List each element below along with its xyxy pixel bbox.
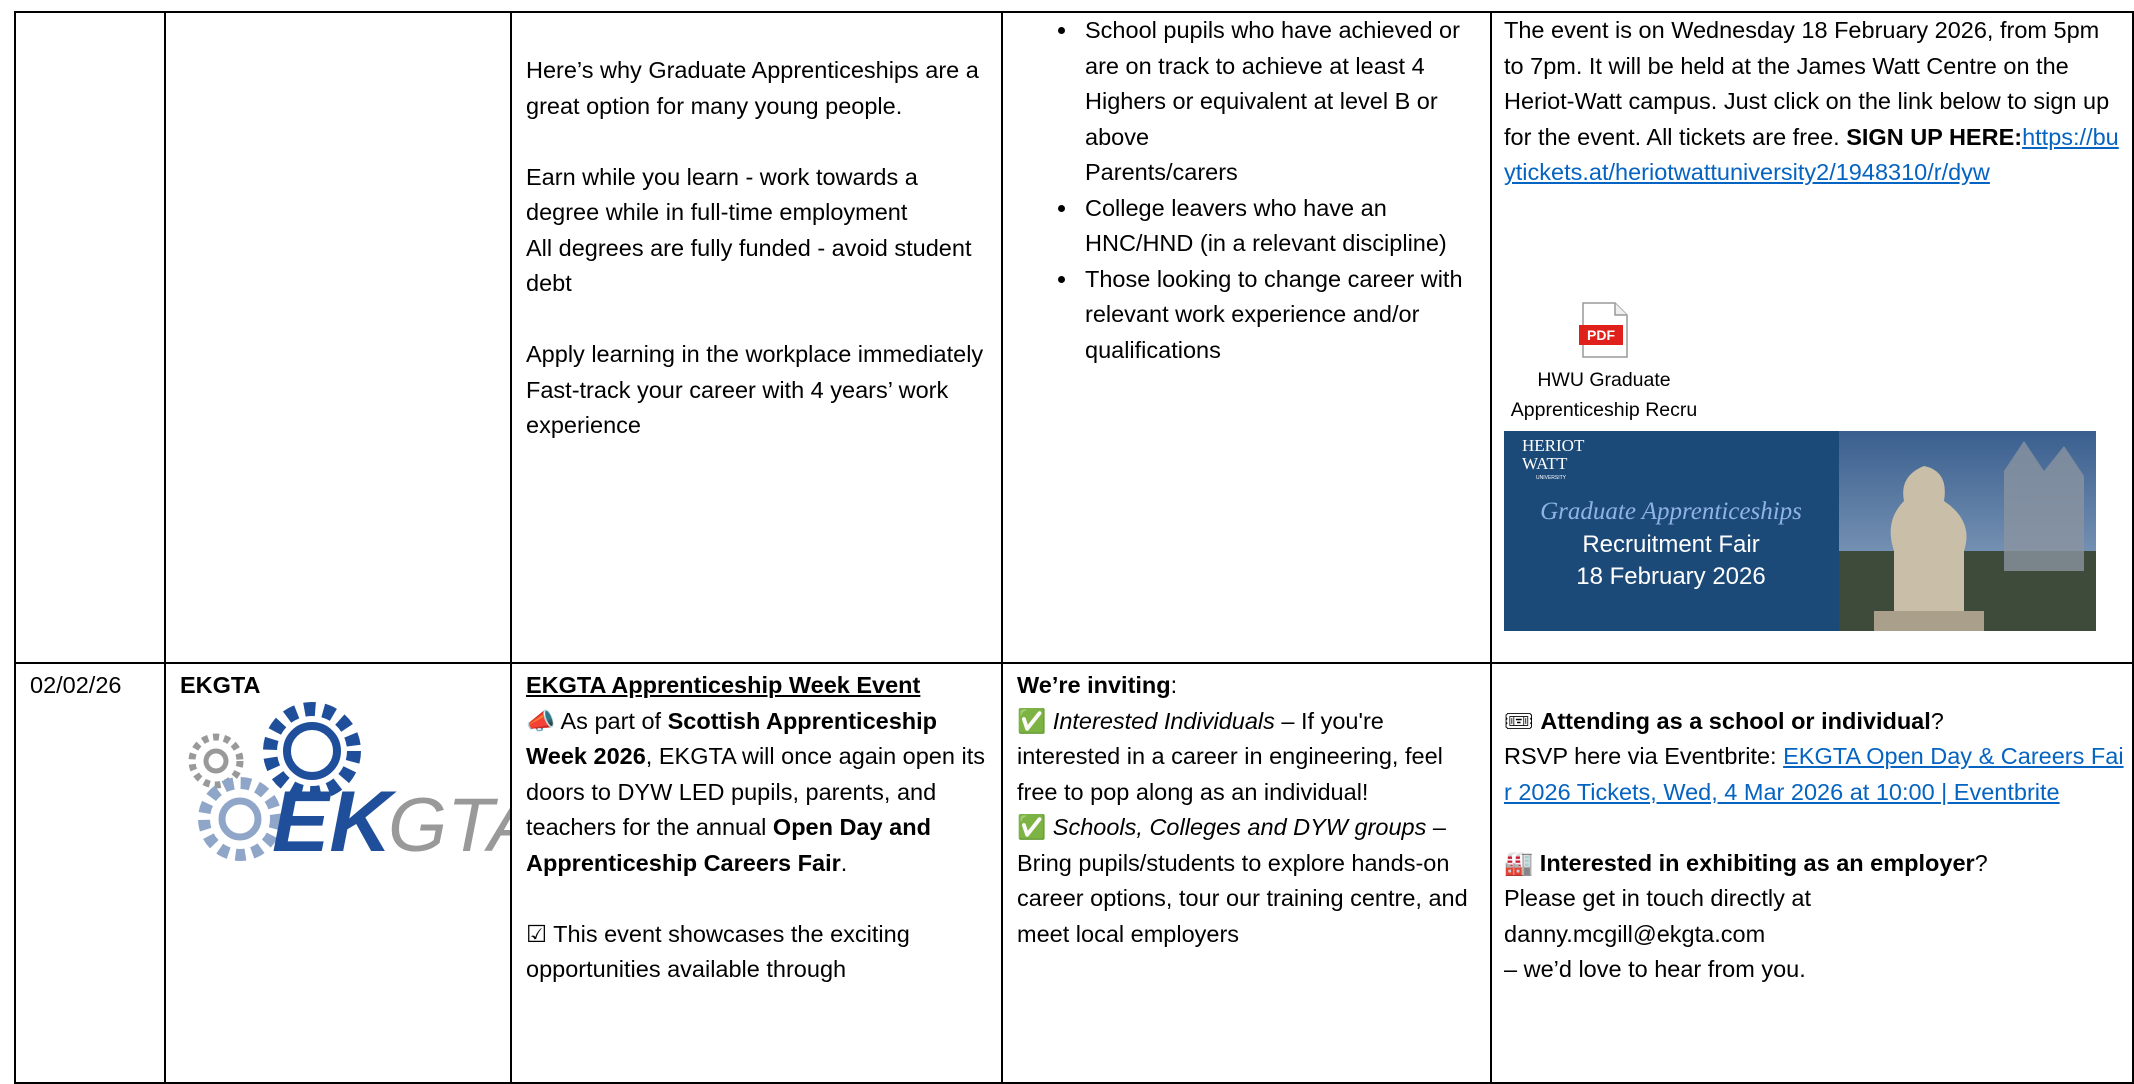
link[interactable]: https://buytickets.at/heriotwattuniversi… <box>1504 123 2119 186</box>
organisation-cell: EKGTA EK GTA <box>166 664 512 1084</box>
text-run: Attending as a school or individual <box>1540 707 1931 734</box>
banner-logo: HERIOT <box>1522 436 1585 455</box>
text-run: danny.mcgill@ekgta.com <box>1504 920 1766 947</box>
banner-date: 18 February 2026 <box>1576 563 1765 590</box>
text-run: SIGN UP HERE: <box>1846 123 2023 150</box>
bullet-text: College leavers who have an HNC/HND (in … <box>1085 194 1447 257</box>
text-run: , EKGTA will once again open its doors t… <box>526 743 985 840</box>
audience-cell: We’re inviting: ✅ Interested Individuals … <box>1003 664 1492 1084</box>
text-run: Interested in exhibiting as an employer <box>1539 849 1975 876</box>
date: 02/02/26 <box>30 672 122 698</box>
text-run: – we’d love to hear from you. <box>1504 956 1806 982</box>
booking-cell: The event is on Wednesday 18 February 20… <box>1492 11 2134 664</box>
paragraph: EKGTA Apprenticeship Week Event <box>526 668 987 704</box>
bullet-item: Those looking to change career with rele… <box>1079 262 1476 369</box>
text-run: We’re inviting <box>1017 672 1171 698</box>
bullet-list: School pupils who have achieved or are o… <box>1017 13 1476 368</box>
text-run: Schools, Colleges and DYW groups <box>1052 814 1427 840</box>
bullet-item: College leavers who have an HNC/HND (in … <box>1079 191 1476 262</box>
text-run: All degrees are fully funded - avoid stu… <box>526 234 972 297</box>
text-run: Here’s why Graduate Apprenticeships are … <box>526 57 979 119</box>
logo-gta: GTA <box>388 783 510 868</box>
paragraph: – we’d love to hear from you. <box>1504 952 2124 988</box>
paragraph: ✅ Schools, Colleges and DYW groups – Bri… <box>1017 810 1482 952</box>
bullet-item: School pupils who have achieved or are o… <box>1079 13 1476 191</box>
paragraph: ✅ Interested Individuals – If you're int… <box>1017 704 1482 811</box>
banner-title: Recruitment Fair <box>1582 531 1759 558</box>
text-run: ? <box>1974 849 1988 876</box>
paragraph: The event is on Wednesday 18 February 20… <box>1504 13 2124 191</box>
page: Here’s why Graduate Apprenticeships are … <box>0 0 2134 1062</box>
logo-ek: EK <box>272 774 397 870</box>
pdf-icon[interactable]: PDF <box>1579 301 1629 359</box>
paragraph: 🎟 Attending as a school or individual? <box>1504 704 2124 740</box>
text-run: 🏭 <box>1504 849 1540 876</box>
banner-tagline: Graduate Apprenticeships <box>1540 498 1802 525</box>
text-run: : <box>1170 672 1178 698</box>
bullet-text: Parents/carers <box>1085 159 1238 185</box>
paragraph: Please get in touch directly at <box>1504 881 2124 917</box>
text-run: Apply learning in the workplace immediat… <box>526 341 984 367</box>
paragraph: 🏭 Interested in exhibiting as an employe… <box>1504 846 2124 882</box>
text-run: EKGTA Apprenticeship Week Event <box>526 672 921 698</box>
paragraph: Fast-track your career with 4 years’ wor… <box>526 373 987 444</box>
pdf-badge: PDF <box>1587 327 1615 343</box>
organisation: EKGTA <box>180 672 261 698</box>
banner-logo: UNIVERSITY <box>1536 475 1567 481</box>
text-run: RSVP here via Eventbrite: <box>1504 743 1784 769</box>
attachment-name[interactable]: HWU Graduate Apprenticeship Recru <box>1510 369 1698 421</box>
bullet-text: School pupils who have achieved or are o… <box>1085 17 1460 150</box>
text-run: Earn while you learn - work towards a de… <box>526 163 918 226</box>
text-run: Please get in touch directly at <box>1504 885 1811 911</box>
text-run: ✅ <box>1017 814 1053 840</box>
date-cell <box>14 11 166 664</box>
paragraph: ☑ This event showcases the exciting oppo… <box>526 917 987 988</box>
text-run: Fast-track your career with 4 years’ wor… <box>526 376 949 439</box>
event-banner: HERIOT WATT UNIVERSITY Graduate Apprenti… <box>1504 431 2096 631</box>
details-cell: Here’s why Graduate Apprenticeships are … <box>512 11 1003 664</box>
text-run: Interested Individuals <box>1052 707 1275 734</box>
text-run: Scottish Apprenticeship Week 2026 <box>526 707 938 770</box>
text-run: Open Day and Apprenticeship Careers Fair <box>526 814 931 876</box>
text-run: 📣 As part of <box>526 707 668 734</box>
paragraph: Earn while you learn - work towards a de… <box>526 160 987 231</box>
banner-logo: WATT <box>1522 454 1568 473</box>
text-run: – If you're interested in a career in en… <box>1017 707 1443 805</box>
paragraph: 📣 As part of Scottish Apprenticeship Wee… <box>526 704 987 882</box>
paragraph: All degrees are fully funded - avoid stu… <box>526 231 987 302</box>
text-run: – Bring pupils/students to explore hands… <box>1017 814 1468 947</box>
ekgta-logo: EK GTA <box>188 702 510 870</box>
paragraph: Apply learning in the workplace immediat… <box>526 337 987 373</box>
paragraph: RSVP here via Eventbrite: EKGTA Open Day… <box>1504 739 2124 810</box>
text-run: . <box>840 849 848 876</box>
text-run: ☑ This event showcases the exciting oppo… <box>526 920 910 983</box>
booking-cell: 🎟 Attending as a school or individual? RS… <box>1492 664 2134 1084</box>
bullet-text: Those looking to change career with rele… <box>1085 265 1463 363</box>
booking-text: The event is on Wednesday 18 February 20… <box>1504 13 2124 191</box>
text-run: ? <box>1930 707 1944 734</box>
date-cell: 02/02/26 <box>14 664 166 1084</box>
pdf-icon-graphic: PDF <box>1579 302 1628 358</box>
organisation-cell <box>166 11 512 664</box>
audience-cell: School pupils who have achieved or are o… <box>1003 11 1492 664</box>
link[interactable]: EKGTA Open Day & Careers Fair 2026 Ticke… <box>1504 743 2124 805</box>
text-run: The event is on Wednesday 18 February 20… <box>1504 17 2110 150</box>
text-run: ✅ <box>1017 707 1053 734</box>
paragraph: Here’s why Graduate Apprenticeships are … <box>526 53 987 124</box>
text-run: 🎟 <box>1504 707 1541 734</box>
paragraph: We’re inviting: <box>1017 668 1482 704</box>
paragraph: danny.mcgill@ekgta.com <box>1504 917 2124 953</box>
details-cell: EKGTA Apprenticeship Week Event 📣 As part… <box>512 664 1003 1084</box>
